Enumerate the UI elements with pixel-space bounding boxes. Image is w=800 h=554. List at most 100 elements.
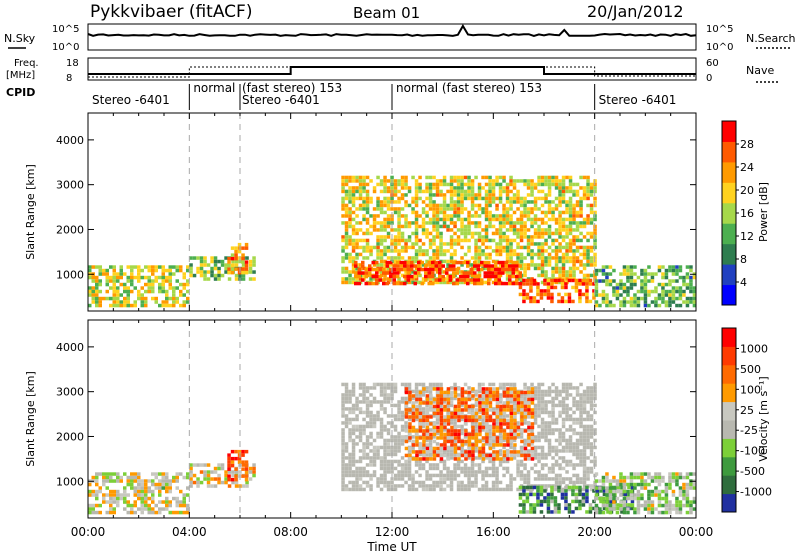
data-cell <box>344 266 349 271</box>
data-cell <box>91 300 95 304</box>
data-cell <box>523 231 527 236</box>
data-cell <box>581 292 586 297</box>
data-cell <box>495 484 499 488</box>
data-cell <box>386 203 391 208</box>
data-cell <box>414 266 419 271</box>
data-cell <box>509 394 514 398</box>
data-cell <box>622 282 627 287</box>
data-cell <box>372 473 377 478</box>
data-cell <box>558 245 562 250</box>
data-cell <box>572 214 576 218</box>
data-cell <box>474 424 478 429</box>
data-cell <box>568 438 573 443</box>
data-cell <box>488 466 492 471</box>
data-cell <box>379 400 384 404</box>
data-cell <box>498 221 503 225</box>
colorbar-swatch <box>722 264 736 286</box>
data-cell <box>495 439 500 444</box>
data-cell <box>213 259 218 264</box>
data-cell <box>400 424 405 429</box>
data-cell <box>692 286 697 290</box>
data-cell <box>575 445 580 450</box>
data-cell <box>393 189 398 194</box>
data-cell <box>362 410 366 415</box>
data-cell <box>586 414 590 418</box>
data-cell <box>432 200 436 204</box>
data-cell <box>572 442 576 446</box>
data-cell <box>435 217 440 222</box>
data-cell <box>498 175 503 180</box>
data-cell <box>519 203 524 208</box>
data-cell <box>227 270 231 275</box>
data-cell <box>671 293 676 297</box>
data-cell <box>457 397 461 402</box>
data-cell <box>432 432 437 437</box>
data-cell <box>622 300 627 304</box>
data-cell <box>605 293 609 297</box>
data-cell <box>546 282 551 286</box>
data-cell <box>491 438 496 443</box>
data-cell <box>467 221 471 225</box>
data-cell <box>523 263 527 267</box>
data-cell <box>372 421 377 425</box>
data-cell <box>568 480 573 485</box>
data-cell <box>579 200 583 204</box>
data-cell <box>502 473 506 478</box>
data-cell <box>547 470 552 474</box>
data-cell <box>427 271 431 275</box>
data-cell <box>478 432 482 437</box>
data-cell <box>478 387 482 391</box>
freq-label-line1: Freq. <box>14 58 39 69</box>
data-cell <box>520 397 524 402</box>
data-cell <box>372 386 377 390</box>
data-cell <box>400 273 405 278</box>
data-cell <box>505 196 510 201</box>
data-cell <box>383 210 387 215</box>
data-cell <box>234 467 238 471</box>
data-cell <box>147 279 151 283</box>
data-cell <box>341 175 345 180</box>
colorbar-swatch <box>722 202 736 224</box>
data-cell <box>533 396 538 401</box>
data-cell <box>379 256 384 260</box>
data-cell <box>362 238 366 243</box>
data-cell <box>575 400 580 404</box>
data-cell <box>344 389 349 394</box>
data-cell <box>450 429 454 433</box>
data-cell <box>654 296 658 301</box>
data-cell <box>393 186 398 190</box>
data-cell <box>661 286 665 290</box>
data-cell <box>407 410 412 415</box>
data-cell <box>526 207 531 211</box>
data-cell <box>460 270 464 274</box>
data-cell <box>404 421 408 425</box>
data-cell <box>165 486 169 490</box>
data-cell <box>386 480 391 485</box>
data-cell <box>130 472 134 476</box>
data-cell <box>383 196 387 201</box>
data-cell <box>244 246 249 250</box>
data-cell <box>252 463 256 467</box>
data-cell <box>536 485 540 490</box>
data-cell <box>530 263 534 267</box>
data-cell <box>481 396 485 401</box>
data-cell <box>565 438 569 443</box>
data-cell <box>386 221 391 225</box>
data-cell <box>502 450 507 454</box>
data-cell <box>206 277 211 281</box>
data-cell <box>372 221 377 225</box>
data-cell <box>407 189 412 194</box>
data-cell <box>95 265 99 269</box>
data-cell <box>546 496 551 500</box>
data-cell <box>414 400 419 404</box>
data-cell <box>502 207 506 211</box>
data-cell <box>368 281 372 286</box>
data-cell <box>498 463 503 467</box>
data-cell <box>464 432 468 437</box>
data-cell <box>422 432 426 437</box>
data-cell <box>640 279 644 283</box>
data-cell <box>533 242 538 246</box>
data-cell <box>530 210 534 215</box>
freq-tick-right-top: 60 <box>706 58 719 69</box>
data-cell <box>445 271 449 275</box>
